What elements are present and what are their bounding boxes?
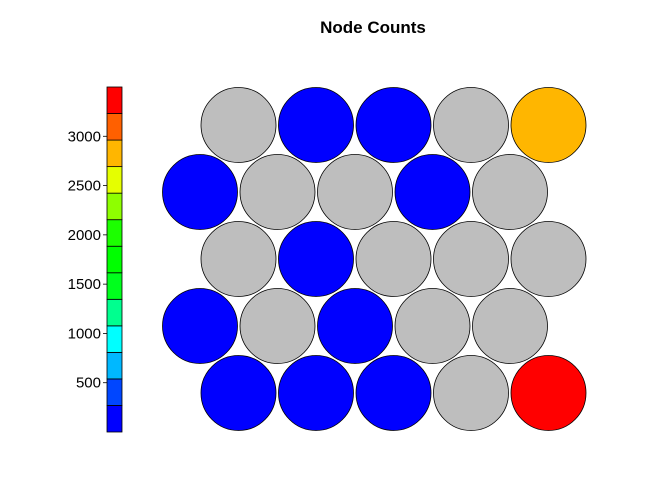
- som-node: [317, 154, 393, 230]
- legend-tick-label: 1500: [68, 276, 101, 293]
- legend-tick-label: 2500: [68, 178, 101, 195]
- som-node: [510, 221, 587, 297]
- legend-swatch: [106, 166, 123, 194]
- som-node: [510, 355, 587, 431]
- som-node: [278, 221, 354, 297]
- legend-swatch: [106, 272, 123, 300]
- som-node: [239, 288, 316, 364]
- legend-tick-label: 500: [76, 375, 101, 392]
- som-node: [355, 355, 432, 431]
- legend-swatch: [106, 405, 123, 433]
- legend-swatch: [106, 298, 123, 327]
- legend-swatch: [106, 86, 123, 114]
- som-node: [472, 288, 548, 364]
- som-node: [355, 221, 432, 297]
- color-legend-ticks: 500 1000 1500 2000 2500 3000: [68, 128, 107, 392]
- som-node: [394, 154, 471, 230]
- som-node: [472, 154, 548, 230]
- som-node: [200, 87, 277, 163]
- som-node-grid: [162, 87, 587, 431]
- som-node: [162, 154, 238, 230]
- legend-tick-label: 2000: [68, 227, 101, 244]
- legend-swatch: [106, 219, 123, 247]
- legend-swatch: [106, 378, 123, 406]
- som-node: [200, 355, 277, 431]
- som-node: [433, 355, 509, 431]
- som-node: [278, 87, 354, 163]
- legend-swatch: [106, 113, 123, 141]
- legend-swatch: [106, 139, 123, 168]
- som-node: [355, 87, 432, 163]
- som-node: [433, 87, 509, 163]
- legend-swatch: [106, 192, 123, 221]
- legend-tick-label: 3000: [68, 128, 101, 145]
- som-node: [433, 221, 509, 297]
- som-node: [510, 87, 587, 163]
- som-node: [162, 288, 238, 364]
- som-node: [317, 288, 393, 364]
- legend-tick-label: 1000: [68, 325, 101, 342]
- som-node: [239, 154, 316, 230]
- som-node: [394, 288, 471, 364]
- legend-swatch: [106, 245, 123, 274]
- legend-swatch: [106, 325, 123, 353]
- color-legend: [106, 86, 123, 433]
- legend-swatch: [106, 351, 123, 380]
- chart-title: Node Counts: [320, 18, 426, 37]
- som-node: [278, 355, 354, 431]
- som-node: [200, 221, 277, 297]
